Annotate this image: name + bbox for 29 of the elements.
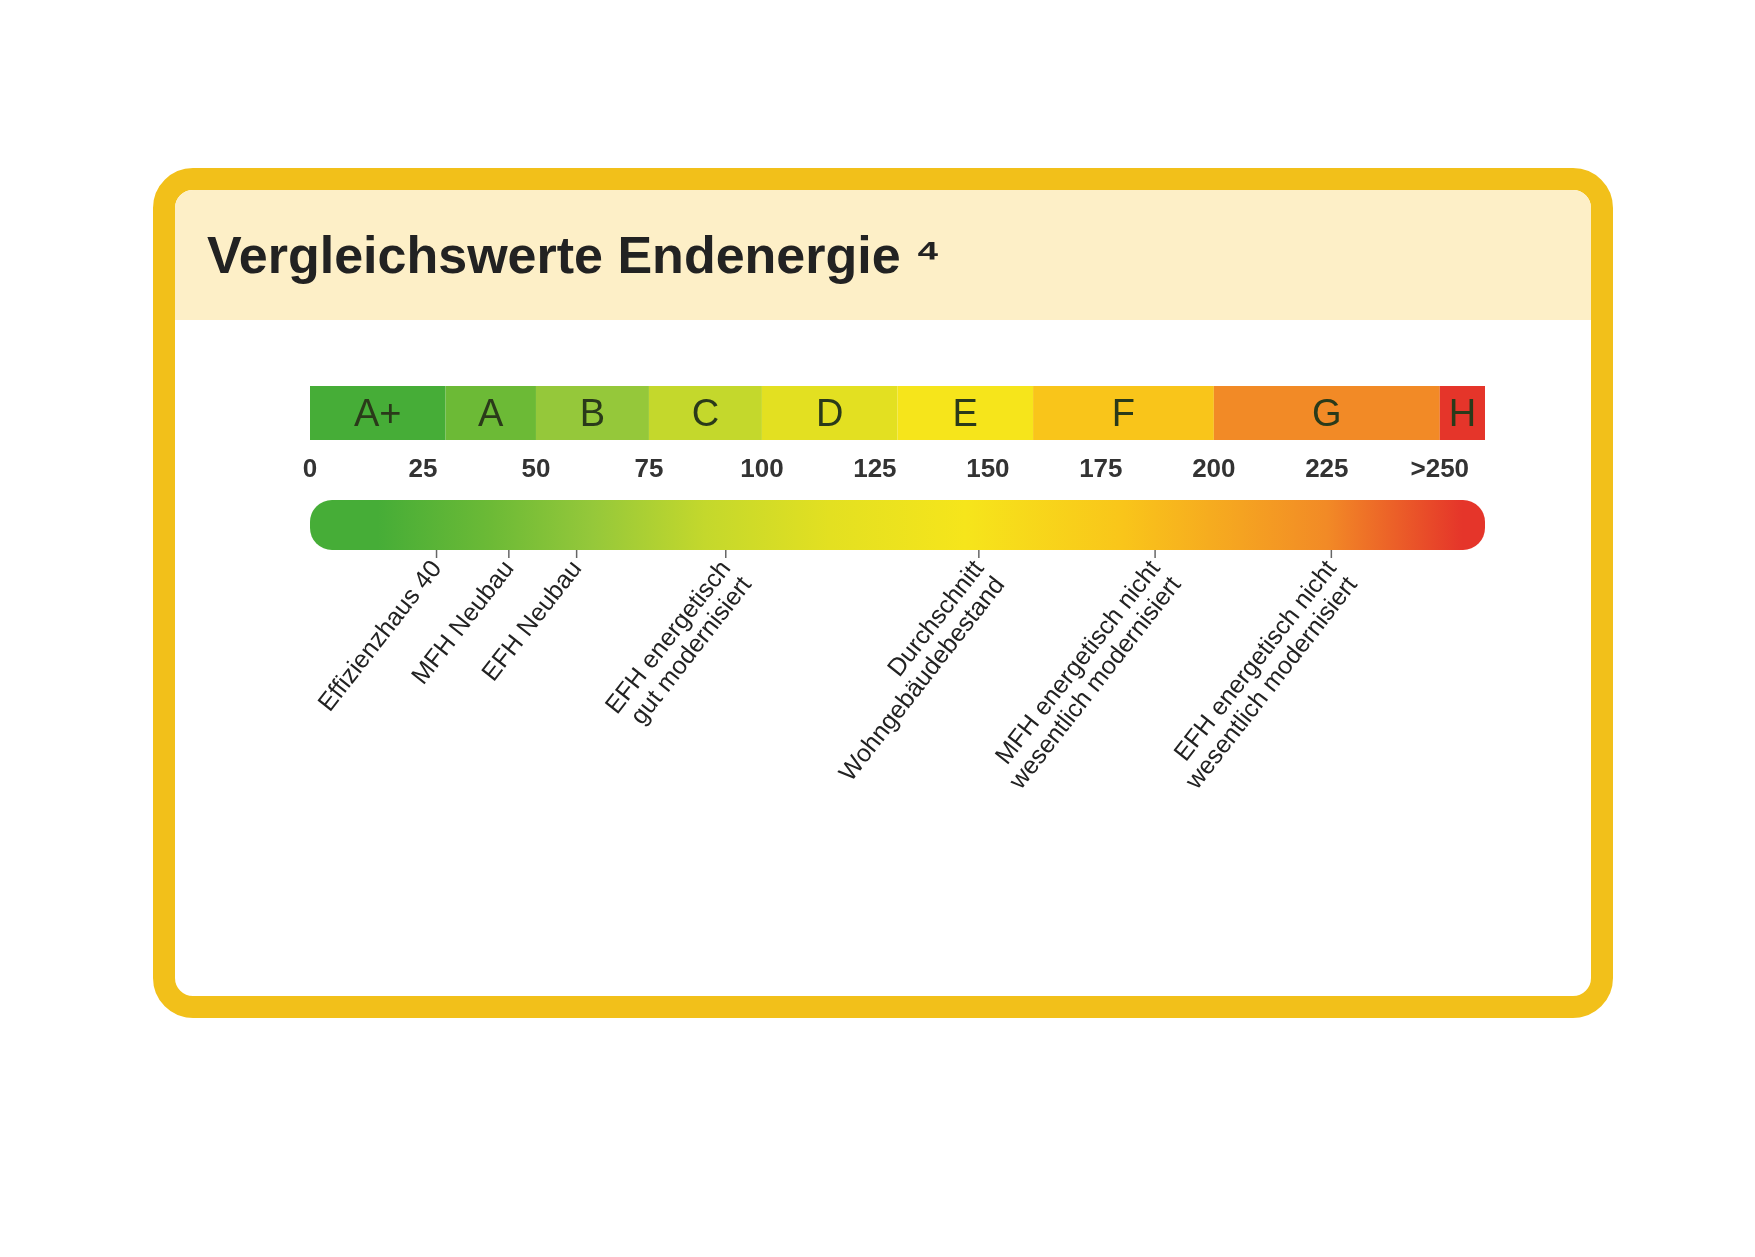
series-label: C <box>691 392 720 435</box>
bar <box>1033 386 1214 440</box>
chart-title: Vergleichswerte Endenergie ⁴ <box>207 225 941 285</box>
x-tick-label: 100 <box>740 452 784 483</box>
bar <box>310 386 446 440</box>
series-label: E <box>952 392 978 435</box>
series-label: B <box>579 392 606 435</box>
x-tick-label: 125 <box>853 452 897 483</box>
x-tick-label: 200 <box>1192 452 1236 483</box>
x-tick-label: 75 <box>634 452 664 483</box>
series-label: D <box>815 392 844 435</box>
x-tick-label: >250 <box>1410 452 1470 483</box>
bar <box>1213 386 1440 440</box>
series-label: F <box>1111 392 1136 435</box>
series-label: A <box>478 392 505 435</box>
bar <box>761 386 898 440</box>
x-tick-label: 150 <box>966 452 1010 483</box>
bar <box>648 386 762 440</box>
x-tick-label: 0 <box>302 452 318 483</box>
series-label: G <box>1312 392 1342 435</box>
series-label: A+ <box>354 392 402 435</box>
x-tick-label: 25 <box>408 452 438 483</box>
x-tick-label: 225 <box>1305 452 1349 483</box>
bar <box>445 386 536 440</box>
bar <box>897 386 1034 440</box>
bar <box>535 386 649 440</box>
series-label: H <box>1448 392 1477 435</box>
x-tick-label: 50 <box>521 452 551 483</box>
x-tick-label: 175 <box>1079 452 1123 483</box>
